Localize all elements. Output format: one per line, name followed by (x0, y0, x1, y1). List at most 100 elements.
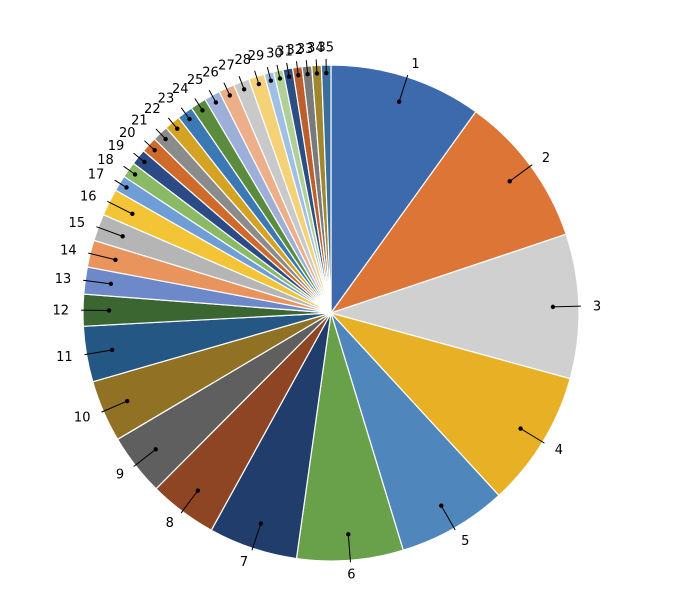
leader-line-6 (347, 534, 351, 563)
slice-label-32: 32 (287, 43, 304, 58)
slice-label-18: 18 (97, 153, 114, 168)
slice-label-9: 9 (116, 467, 124, 482)
label-dot-16 (130, 211, 135, 217)
leader-line-19 (133, 152, 145, 163)
pie-labels: 1234567891011121314151617181920212223242… (52, 41, 601, 583)
label-dot-25 (213, 100, 219, 105)
leader-line-30 (276, 64, 281, 79)
leader-line-32 (295, 61, 299, 76)
label-dot-22 (175, 126, 180, 131)
label-dot-17 (124, 185, 129, 190)
label-dot-4 (518, 426, 523, 431)
slice-label-10: 10 (74, 410, 91, 425)
leader-line-26 (223, 82, 231, 96)
leader-line-3 (552, 305, 581, 308)
leader-line-18 (123, 165, 136, 175)
slice-label-12: 12 (52, 304, 69, 319)
slice-label-1: 1 (411, 57, 419, 72)
slice-label-15: 15 (69, 216, 86, 231)
leader-line-33 (305, 60, 309, 75)
leader-line-23 (180, 107, 190, 120)
slice-label-11: 11 (56, 350, 73, 365)
label-dot-6 (346, 532, 351, 537)
label-dot-14 (113, 257, 118, 262)
label-dot-12 (106, 308, 112, 313)
slice-label-6: 6 (347, 568, 355, 583)
leader-line-5 (440, 505, 456, 531)
leader-line-9 (133, 448, 157, 467)
label-dot-19 (142, 159, 147, 165)
leader-line-29 (266, 66, 272, 81)
leader-line-13 (83, 279, 111, 285)
label-dot-27 (241, 87, 247, 92)
leader-line-1 (398, 74, 409, 102)
slice-label-3: 3 (593, 299, 601, 314)
slice-label-30: 30 (266, 47, 283, 62)
leader-line-10 (101, 400, 128, 413)
leader-line-21 (155, 128, 166, 140)
slice-label-22: 22 (144, 102, 161, 117)
slice-label-13: 13 (55, 272, 72, 287)
slice-label-4: 4 (555, 443, 563, 458)
label-dot-28 (256, 81, 262, 87)
pie-slices (82, 64, 580, 562)
label-dot-2 (507, 179, 512, 184)
slice-label-8: 8 (166, 516, 174, 531)
slice-label-2: 2 (542, 151, 550, 166)
label-dot-13 (108, 281, 114, 287)
label-dot-11 (109, 347, 115, 353)
slice-label-23: 23 (158, 92, 175, 107)
slice-label-20: 20 (119, 126, 136, 141)
slice-label-27: 27 (218, 59, 235, 74)
label-dot-23 (187, 116, 192, 122)
leader-line-4 (520, 428, 545, 444)
slice-label-5: 5 (461, 534, 469, 549)
label-dot-15 (120, 234, 125, 239)
slice-label-16: 16 (80, 189, 97, 204)
leader-line-15 (96, 226, 123, 237)
slice-label-28: 28 (234, 53, 251, 68)
label-dot-24 (200, 108, 205, 113)
slice-label-31: 31 (276, 45, 293, 60)
slice-label-34: 34 (307, 41, 324, 56)
slice-label-21: 21 (131, 114, 148, 129)
leader-line-27 (238, 76, 245, 90)
label-dot-20 (152, 147, 157, 153)
label-dot-34 (314, 71, 320, 76)
label-dot-8 (195, 488, 201, 493)
leader-line-22 (167, 117, 178, 130)
leader-line-2 (509, 164, 533, 182)
slice-label-25: 25 (187, 73, 204, 88)
label-dot-32 (296, 73, 301, 78)
leader-line-17 (114, 179, 127, 188)
leader-line-34 (315, 59, 318, 74)
slice-label-17: 17 (88, 167, 105, 182)
slice-label-19: 19 (108, 139, 125, 154)
leader-line-31 (286, 62, 290, 77)
label-dot-7 (258, 521, 264, 526)
slice-label-14: 14 (60, 244, 77, 259)
slice-label-35: 35 (318, 41, 335, 56)
label-dot-18 (132, 172, 138, 177)
label-dot-1 (396, 99, 402, 104)
slice-label-7: 7 (240, 555, 248, 570)
label-dot-10 (124, 398, 130, 404)
label-dot-33 (305, 71, 310, 77)
slice-label-26: 26 (202, 65, 219, 80)
leader-line-28 (254, 70, 260, 85)
leader-line-7 (251, 523, 262, 551)
label-dot-35 (324, 70, 329, 76)
leader-line-20 (144, 140, 156, 151)
leader-line-24 (194, 98, 203, 111)
leader-line-14 (88, 252, 116, 261)
label-dot-29 (268, 78, 274, 83)
slice-label-24: 24 (172, 82, 189, 97)
label-dot-30 (277, 76, 283, 81)
label-dot-9 (153, 447, 158, 452)
leader-line-25 (208, 89, 217, 103)
label-dot-5 (439, 503, 444, 508)
slice-label-29: 29 (248, 49, 265, 64)
label-dot-26 (227, 93, 232, 98)
